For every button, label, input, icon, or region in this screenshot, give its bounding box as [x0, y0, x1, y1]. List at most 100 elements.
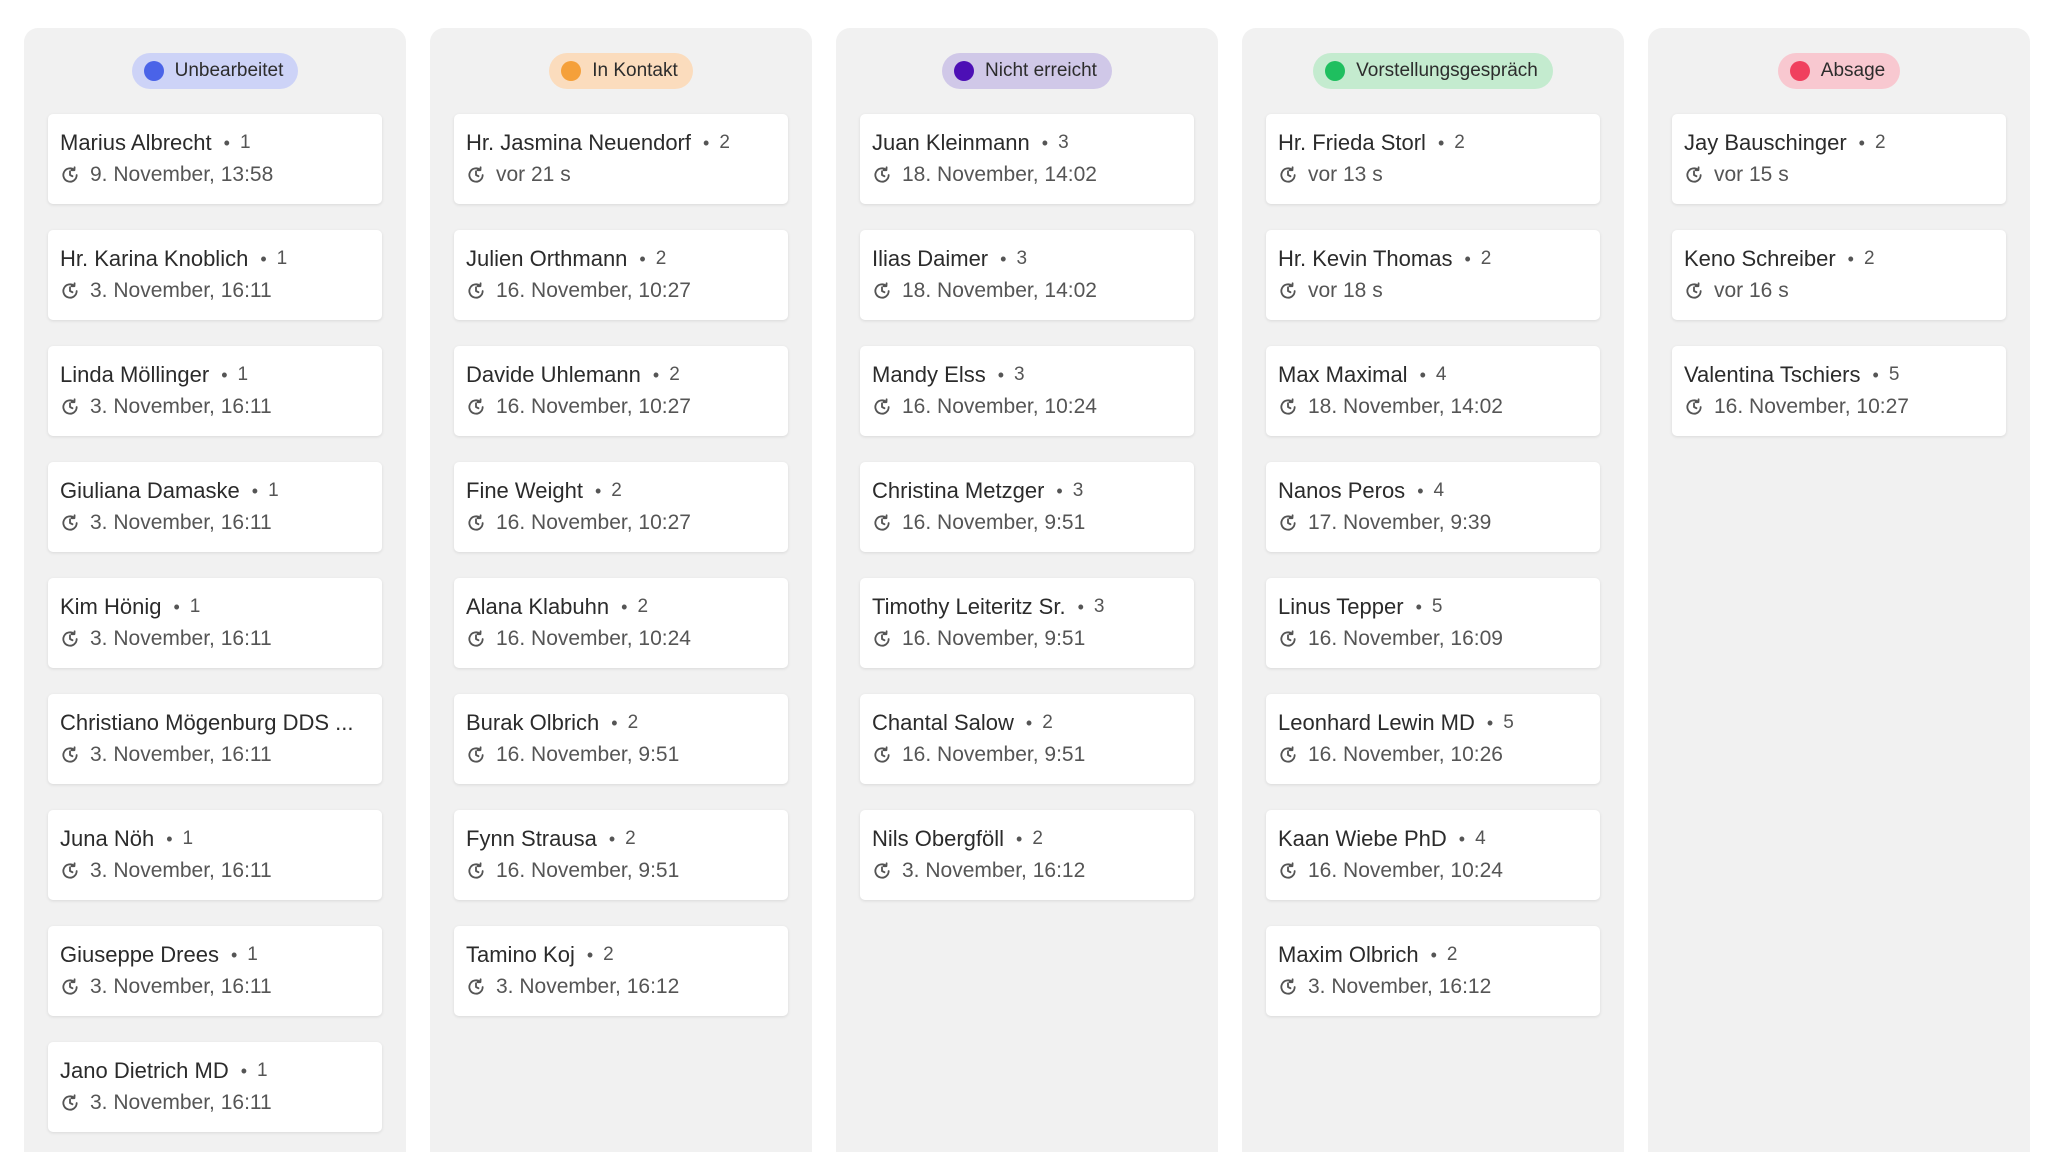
separator-dot: • [1056, 480, 1063, 501]
candidate-card[interactable]: Davide Uhlemann • 2 16. November, 10:27 [454, 346, 788, 436]
clock-refresh-icon [872, 861, 892, 881]
status-label: Vorstellungsgespräch [1356, 60, 1538, 81]
column-header: In Kontakt [430, 28, 812, 114]
candidate-card[interactable]: Ilias Daimer • 3 18. November, 14:02 [860, 230, 1194, 320]
card-title-row: Davide Uhlemann • 2 [466, 362, 776, 388]
card-timestamp: 18. November, 14:02 [902, 279, 1097, 302]
candidate-card[interactable]: Valentina Tschiers • 5 16. November, 10:27 [1672, 346, 2006, 436]
status-dot-icon [1325, 61, 1346, 81]
candidate-card[interactable]: Christina Metzger • 3 16. November, 9:51 [860, 462, 1194, 552]
stage-count: 2 [1042, 712, 1053, 733]
candidate-card[interactable]: Juan Kleinmann • 3 18. November, 14:02 [860, 114, 1194, 204]
card-timestamp: 16. November, 9:51 [496, 743, 680, 766]
candidate-card[interactable]: Jano Dietrich MD • 1 3. November, 16:11 [48, 1042, 382, 1132]
candidate-name: Keno Schreiber [1684, 246, 1836, 271]
status-label: Unbearbeitet [174, 60, 284, 81]
separator-dot: • [1016, 828, 1023, 849]
candidate-card[interactable]: Hr. Kevin Thomas • 2 vor 18 s [1266, 230, 1600, 320]
status-dot-icon [954, 61, 975, 81]
candidate-card[interactable]: Leonhard Lewin MD • 5 16. November, 10:26 [1266, 694, 1600, 784]
clock-refresh-icon [1278, 861, 1298, 881]
candidate-card[interactable]: Burak Olbrich • 2 16. November, 9:51 [454, 694, 788, 784]
clock-refresh-icon [872, 165, 892, 185]
candidate-card[interactable]: Jay Bauschinger • 2 vor 15 s [1672, 114, 2006, 204]
separator-dot: • [1858, 132, 1865, 153]
card-timestamp: 16. November, 10:26 [1308, 743, 1503, 766]
card-title-row: Kaan Wiebe PhD • 4 [1278, 826, 1588, 852]
candidate-card[interactable]: Timothy Leiteritz Sr. • 3 16. November, 9:5… [860, 578, 1194, 668]
card-time-row: 3. November, 16:12 [466, 974, 776, 1000]
candidate-name: Timothy Leiteritz Sr. [872, 594, 1066, 619]
candidate-card[interactable]: Marius Albrecht • 1 9. November, 13:58 [48, 114, 382, 204]
candidate-card[interactable]: Mandy Elss • 3 16. November, 10:24 [860, 346, 1194, 436]
stage-count: 2 [669, 364, 680, 385]
candidate-card[interactable]: Nanos Peros • 4 17. November, 9:39 [1266, 462, 1600, 552]
stage-count: 5 [1431, 596, 1443, 617]
card-timestamp: 9. November, 13:58 [90, 163, 274, 186]
candidate-card[interactable]: Kaan Wiebe PhD • 4 16. November, 10:24 [1266, 810, 1600, 900]
candidate-name: Giuseppe Drees [60, 942, 219, 967]
card-time-row: 16. November, 9:51 [872, 510, 1182, 536]
card-timestamp: vor 13 s [1308, 163, 1383, 186]
candidate-card[interactable]: Chantal Salow • 2 16. November, 9:51 [860, 694, 1194, 784]
stage-count: 1 [189, 596, 201, 617]
stage-count: 2 [1874, 132, 1886, 153]
candidate-name: Davide Uhlemann [466, 362, 641, 387]
candidate-name: Giuliana Damaske [60, 478, 240, 503]
candidate-card[interactable]: Keno Schreiber • 2 vor 16 s [1672, 230, 2006, 320]
card-title-row: Hr. Karina Knoblich • 1 [60, 246, 370, 272]
candidate-card[interactable]: Hr. Frieda Storl • 2 vor 13 s [1266, 114, 1600, 204]
kanban-column: Unbearbeitet Marius Albrecht • 1 9. November… [24, 28, 406, 1152]
card-title-row: Marius Albrecht • 1 [60, 130, 370, 156]
candidate-card[interactable]: Tamino Koj • 2 3. November, 16:12 [454, 926, 788, 1016]
candidate-card[interactable]: Hr. Karina Knoblich • 1 3. November, 16:11 [48, 230, 382, 320]
candidate-card[interactable]: Fine Weight • 2 16. November, 10:27 [454, 462, 788, 552]
candidate-card[interactable]: Kim Hönig • 1 3. November, 16:11 [48, 578, 382, 668]
card-timestamp: 3. November, 16:11 [90, 743, 272, 766]
column-header: Nicht erreicht [836, 28, 1218, 114]
card-timestamp: 16. November, 10:24 [1308, 859, 1503, 882]
card-timestamp: 18. November, 14:02 [902, 163, 1097, 186]
card-time-row: vor 15 s [1684, 162, 1994, 188]
candidate-name: Nils Obergföll [872, 826, 1005, 851]
separator-dot: • [1464, 248, 1471, 269]
card-time-row: 16. November, 9:51 [466, 742, 776, 768]
candidate-name: Christina Metzger [872, 478, 1045, 503]
separator-dot: • [1000, 248, 1007, 269]
card-time-row: 3. November, 16:11 [60, 278, 370, 304]
candidate-card[interactable]: Giuseppe Drees • 1 3. November, 16:11 [48, 926, 382, 1016]
candidate-name: Christiano Mögenburg DDS ... [60, 710, 354, 735]
card-title-row: Linus Tepper • 5 [1278, 594, 1588, 620]
candidate-card[interactable]: Alana Klabuhn • 2 16. November, 10:24 [454, 578, 788, 668]
candidate-card[interactable]: Max Maximal • 4 18. November, 14:02 [1266, 346, 1600, 436]
candidate-card[interactable]: Julien Orthmann • 2 16. November, 10:27 [454, 230, 788, 320]
candidate-card[interactable]: Nils Obergföll • 2 3. November, 16:12 [860, 810, 1194, 900]
card-list: Jay Bauschinger • 2 vor 15 s Keno Schreiber •… [1672, 114, 2006, 462]
clock-refresh-icon [466, 165, 486, 185]
card-time-row: 18. November, 14:02 [872, 162, 1182, 188]
separator-dot: • [1437, 132, 1445, 153]
status-badge[interactable]: Vorstellungsgespräch [1313, 53, 1553, 89]
status-badge[interactable]: Absage [1777, 53, 1901, 89]
status-badge[interactable]: Unbearbeitet [131, 53, 299, 89]
candidate-card[interactable]: Juna Nöh • 1 3. November, 16:11 [48, 810, 382, 900]
clock-refresh-icon [60, 745, 80, 765]
candidate-card[interactable]: Giuliana Damaske • 1 3. November, 16:11 [48, 462, 382, 552]
card-timestamp: 16. November, 9:51 [902, 627, 1086, 650]
separator-dot: • [1419, 364, 1426, 385]
card-list: Hr. Jasmina Neuendorf • 2 vor 21 s Julien Or… [454, 114, 788, 1042]
card-time-row: 16. November, 9:51 [872, 742, 1182, 768]
candidate-card[interactable]: Fynn Strausa • 2 16. November, 9:51 [454, 810, 788, 900]
stage-count: 5 [1503, 712, 1514, 733]
card-time-row: vor 13 s [1278, 162, 1588, 188]
candidate-card[interactable]: Linus Tepper • 5 16. November, 16:09 [1266, 578, 1600, 668]
candidate-card[interactable]: Maxim Olbrich • 2 3. November, 16:12 [1266, 926, 1600, 1016]
candidate-card[interactable]: Linda Möllinger • 1 3. November, 16:11 [48, 346, 382, 436]
candidate-card[interactable]: Christiano Mögenburg DDS ... 3. November,… [48, 694, 382, 784]
candidate-card[interactable]: Hr. Jasmina Neuendorf • 2 vor 21 s [454, 114, 788, 204]
separator-dot: • [652, 364, 660, 385]
status-badge[interactable]: Nicht erreicht [942, 53, 1112, 89]
separator-dot: • [1417, 480, 1424, 501]
status-badge[interactable]: In Kontakt [549, 53, 693, 89]
stage-count: 2 [1863, 248, 1875, 269]
